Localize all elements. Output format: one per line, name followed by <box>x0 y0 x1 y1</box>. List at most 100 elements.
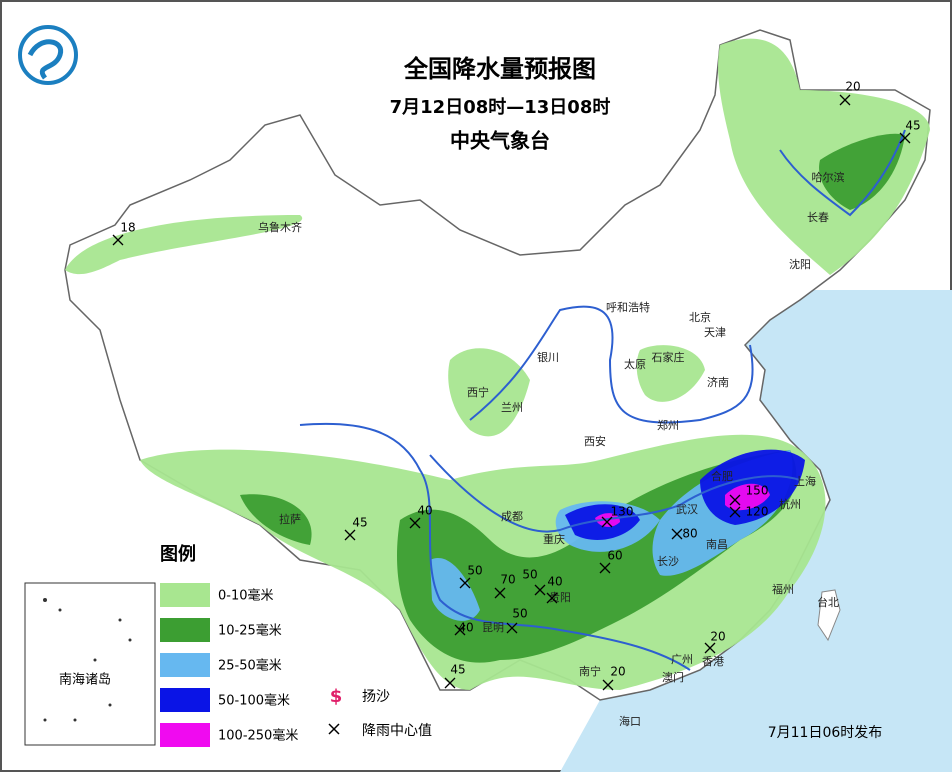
city-label: 乌鲁木齐 <box>258 220 302 234</box>
rain-center-value: 120 <box>746 505 769 519</box>
sand-symbol: $ <box>330 686 343 707</box>
rain-center-value: 20 <box>710 630 725 644</box>
city-label: 呼和浩特 <box>606 300 650 314</box>
rivers <box>299 129 906 671</box>
rain-center-value: 70 <box>500 573 515 587</box>
logo-mark <box>27 39 64 80</box>
rain-area <box>240 494 312 545</box>
rain-center-mark <box>899 132 911 144</box>
city-label: 香港 <box>702 655 724 668</box>
rain-center-value: 50 <box>512 607 527 621</box>
taiwan <box>817 589 841 642</box>
rain-center-mark <box>494 587 506 599</box>
logo <box>18 25 78 85</box>
rain-area <box>725 483 770 511</box>
legend-title: 图例 <box>160 543 196 565</box>
city-label: 太原 <box>624 358 646 371</box>
rain-center-value: 150 <box>746 484 769 498</box>
city-label: 南宁 <box>579 664 601 678</box>
city-label: 拉萨 <box>279 512 301 526</box>
rain-area <box>636 345 705 402</box>
legend-swatch <box>160 618 210 642</box>
city-label: 南昌 <box>706 538 728 551</box>
rain-center-mark <box>506 622 518 634</box>
legend-swatch <box>160 583 210 607</box>
rain-center-mark <box>602 679 614 691</box>
rain-center-value: 80 <box>682 527 697 541</box>
symbol-label: 扬沙 <box>362 689 390 705</box>
city-label: 杭州 <box>779 497 801 511</box>
city-label: 西宁 <box>467 385 489 399</box>
city-label: 石家庄 <box>652 350 685 364</box>
rain-area <box>718 38 930 275</box>
city-label: 西安 <box>584 434 606 448</box>
city-label: 兰州 <box>501 401 523 414</box>
city-label: 天津 <box>704 326 726 339</box>
city-label: 沈阳 <box>789 257 811 271</box>
rain-center-mark <box>671 528 683 540</box>
rain-center-mark <box>409 517 421 529</box>
city-label: 重庆 <box>543 532 565 546</box>
city-label: 广州 <box>671 653 693 666</box>
rain-area <box>65 215 303 275</box>
rain-center-mark <box>599 562 611 574</box>
city-label: 上海 <box>794 474 816 488</box>
city-label: 合肥 <box>711 469 733 483</box>
rain-center-value: 50 <box>522 568 537 582</box>
rain-area <box>819 133 905 210</box>
rain-center-mark <box>729 494 741 506</box>
rain-center-mark <box>534 584 546 596</box>
symbol-label: 降雨中心值 <box>362 723 432 739</box>
rain-center-value: 18 <box>120 221 135 235</box>
rain-center-mark <box>729 506 741 518</box>
city-label: 海口 <box>619 714 641 728</box>
rain-center-mark <box>344 529 356 541</box>
issued: 7月11日06时发布 <box>768 725 883 741</box>
rain-center-value: 45 <box>905 119 920 133</box>
rain-center-value: 45 <box>352 516 367 530</box>
city-label: 福州 <box>772 582 794 596</box>
issuer: 中央气象台 <box>450 129 550 153</box>
rain-center-mark <box>546 592 558 604</box>
rain-center-value: 60 <box>607 549 622 563</box>
rain-center-mark <box>454 624 466 636</box>
rain-center-value: 40 <box>547 575 562 589</box>
rain-center-mark <box>459 577 471 589</box>
city-label: 北京 <box>689 310 711 324</box>
center-symbol <box>328 723 340 735</box>
rain-center-value: 20 <box>845 80 860 94</box>
city-label: 银川 <box>537 350 559 364</box>
city-label: 长沙 <box>657 555 679 568</box>
inset-label: 南海诸岛 <box>59 672 111 688</box>
city-label: 台北 <box>817 595 839 609</box>
legend-label: 25-50毫米 <box>218 658 282 674</box>
inset-islands <box>43 598 132 722</box>
period: 7月12日08时—13日08时 <box>390 97 611 118</box>
title: 全国降水量预报图 <box>403 55 596 83</box>
legend-swatch <box>160 688 210 712</box>
legend-label: 100-250毫米 <box>218 728 298 744</box>
city-label: 武汉 <box>676 503 698 516</box>
rain-center-value: 45 <box>450 663 465 677</box>
rain-area <box>430 558 480 621</box>
city-label: 成都 <box>501 510 523 523</box>
rain-center-value: 40 <box>417 504 432 518</box>
city-label: 长春 <box>807 211 829 224</box>
rain-center-value: 130 <box>611 505 634 519</box>
ocean <box>560 290 952 772</box>
rain-center-mark <box>704 642 716 654</box>
legend-swatch <box>160 653 210 677</box>
inset-box <box>24 582 156 746</box>
legend-label: 10-25毫米 <box>218 623 282 639</box>
city-label: 郑州 <box>657 418 679 432</box>
rain-center-mark <box>839 94 851 106</box>
rain-center-mark <box>112 234 124 246</box>
legend-label: 50-100毫米 <box>218 693 290 709</box>
rain-center-value: 20 <box>610 665 625 679</box>
city-label: 昆明 <box>482 621 504 634</box>
city-label: 哈尔滨 <box>812 170 845 184</box>
city-label: 澳门 <box>662 670 684 684</box>
rain-center-mark <box>444 677 456 689</box>
rain-center-value: 50 <box>467 564 482 578</box>
